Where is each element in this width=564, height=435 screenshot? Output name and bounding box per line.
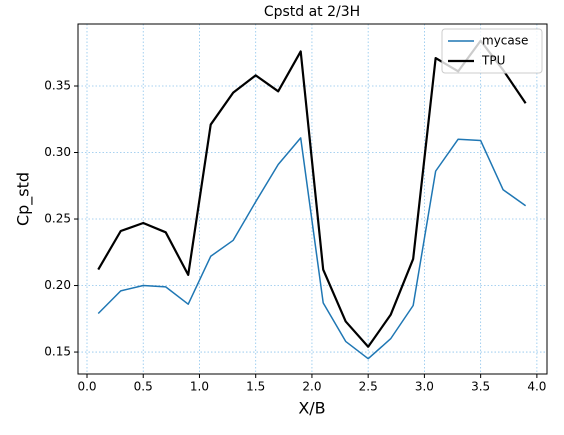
x-tick-label: 1.5 — [246, 380, 265, 394]
x-axis-label: X/B — [298, 399, 325, 418]
x-tick-label: 3.5 — [471, 380, 490, 394]
x-tick-label: 1.0 — [190, 380, 209, 394]
y-tick-label: 0.20 — [44, 278, 71, 292]
x-tick-label: 2.5 — [359, 380, 378, 394]
x-tick-label: 2.0 — [302, 380, 321, 394]
x-tick-label: 0.0 — [77, 380, 96, 394]
x-tick-label: 0.5 — [134, 380, 153, 394]
x-tick-label: 3.0 — [415, 380, 434, 394]
y-tick-label: 0.30 — [44, 145, 71, 159]
chart-title: Cpstd at 2/3H — [264, 4, 360, 20]
legend-label: TPU — [481, 54, 505, 68]
legend-label: mycase — [482, 34, 528, 48]
line-series — [97, 137, 527, 360]
y-tick-label: 0.15 — [44, 345, 71, 359]
x-tick-label: 4.0 — [527, 380, 546, 394]
y-tick-label: 0.35 — [44, 78, 71, 92]
y-tick-label: 0.25 — [44, 212, 71, 226]
y-axis-label: Cp_std — [14, 172, 34, 226]
plot-frame — [77, 23, 548, 375]
